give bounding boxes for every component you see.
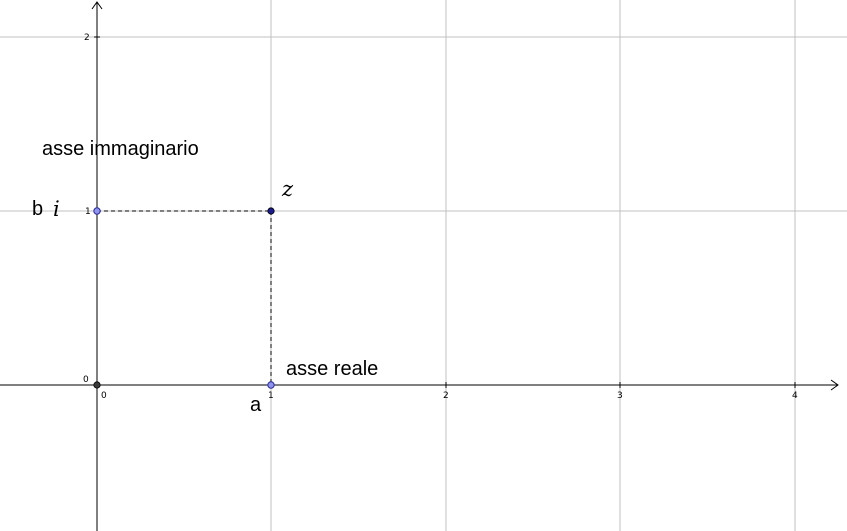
point-bi[interactable] [93,207,101,215]
x-tick-label-2: 2 [443,391,449,401]
origin-point[interactable] [93,381,101,389]
point-z[interactable] [267,207,275,215]
z-label: z [281,177,294,201]
x-tick-label-1: 1 [268,391,274,401]
tick-labels: 0 1 2 3 4 0 1 2 [83,33,798,401]
projections [97,210,272,385]
y-tick-label-2: 2 [84,33,90,43]
x-tick-label-3: 3 [617,391,623,401]
points [93,207,275,389]
b-label: b [32,198,43,220]
point-a[interactable] [267,381,275,389]
imaginary-axis-label: asse immaginario [42,138,199,160]
y-tick-label-0: 0 [83,375,89,385]
x-tick-label-4: 4 [792,391,798,401]
imaginary-axis-arrow [91,1,103,10]
i-label: i [53,197,60,221]
x-tick-label-0: 0 [101,391,107,401]
labels: asse immaginario asse reale z a b i [32,138,378,416]
a-label: a [250,394,262,416]
y-tick-label-1: 1 [85,207,91,217]
real-axis-label: asse reale [286,358,378,380]
real-axis-arrow [830,379,839,391]
